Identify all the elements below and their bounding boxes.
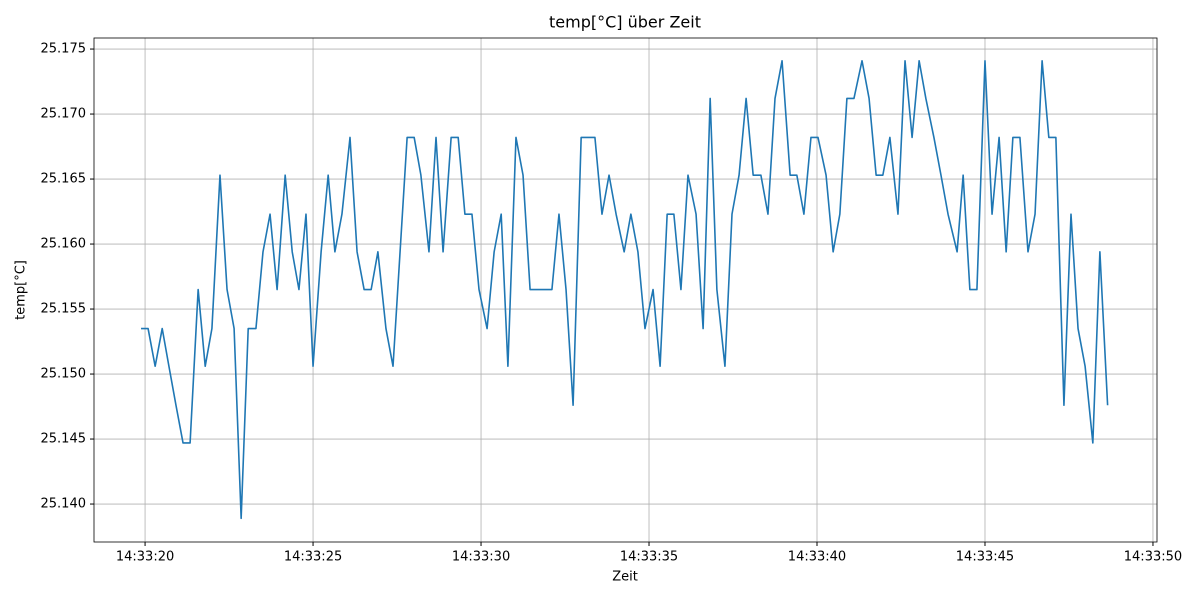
x-tick-label: 14:33:45 <box>956 550 1014 565</box>
x-tick-label: 14:33:30 <box>452 550 510 565</box>
y-tick-label: 25.175 <box>41 42 87 57</box>
y-tick-label: 25.160 <box>41 237 87 252</box>
x-tick-label: 14:33:35 <box>620 550 678 565</box>
y-tick-label: 25.165 <box>41 172 87 187</box>
y-axis-label: temp[°C] <box>14 260 29 320</box>
x-tick-label: 14:33:50 <box>1124 550 1182 565</box>
x-tick-label: 14:33:40 <box>788 550 846 565</box>
y-tick-label: 25.145 <box>41 432 87 447</box>
chart-title: temp[°C] über Zeit <box>549 13 701 32</box>
x-tick-label: 14:33:25 <box>284 550 342 565</box>
y-tick-label: 25.170 <box>41 107 87 122</box>
plot-frame <box>93 37 1158 543</box>
x-tick-label: 14:33:20 <box>116 550 174 565</box>
y-tick-label: 25.140 <box>41 497 87 512</box>
data-line <box>141 59 1109 520</box>
y-tick-label: 25.155 <box>41 302 87 317</box>
x-axis-label: Zeit <box>612 570 638 585</box>
y-tick-label: 25.150 <box>41 367 87 382</box>
